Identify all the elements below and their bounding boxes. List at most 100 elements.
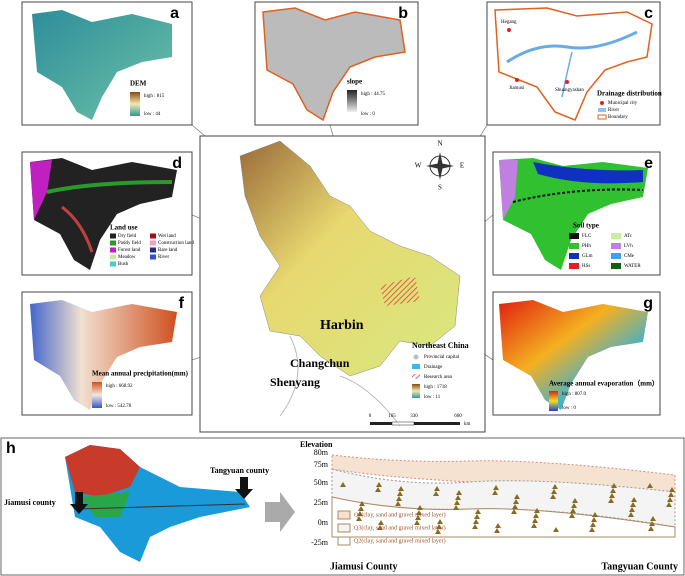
compass: N — [437, 140, 442, 148]
landuse-map — [30, 158, 177, 270]
scale-label: 165 — [388, 414, 396, 419]
panel-b: b slope high : 44.75 low : 0 — [254, 1, 419, 126]
city-label: Jiamusi — [509, 86, 525, 91]
legend-title: Drainage distribution — [597, 90, 662, 98]
panel-a: a DEM high : 815 low : 44 — [21, 1, 193, 126]
compass: E — [460, 162, 464, 170]
scale-label: 0 — [369, 414, 372, 419]
legend-label: River — [608, 108, 619, 113]
legend-label: Boundary — [608, 115, 628, 120]
panel-c: Hegang Jiamusi Shuangyashan c Drainage d… — [486, 1, 662, 126]
panel-letter: h — [6, 440, 16, 457]
legend-label: Bush — [118, 262, 129, 267]
city-label: Shenyang — [270, 375, 320, 389]
river — [561, 51, 573, 98]
legend-high: high : 44.75 — [361, 92, 386, 97]
tick-label: 0m — [318, 518, 329, 527]
panel-g: g Average annual evaporation（mm） high : … — [492, 291, 661, 416]
legend-swatch — [150, 247, 156, 253]
legend-low: low : 542.78 — [106, 404, 132, 409]
evap-map — [499, 300, 648, 410]
legend-high: high : 668.92 — [106, 384, 133, 389]
legend-title: Soil type — [573, 222, 599, 230]
panel-e: e Soil type FLC ATc PHh LVh GLm CMe HSs WATER — [492, 151, 661, 276]
legend-label: PHh — [582, 244, 591, 249]
legend-label: Q3(clay, sand and gravel mixed layer) — [354, 524, 446, 531]
city-label: Changchun — [290, 356, 350, 370]
panel-h: h Jiamusi county Tangyuan county Elevati… — [0, 437, 685, 576]
tick-label: 75m — [314, 460, 329, 469]
legend-swatch — [110, 240, 116, 246]
elevation-axis: 80m 75m 50m 25m 0m -25m — [311, 448, 329, 547]
legend-label: Q4(clay, sand and gravel mixed layer) — [354, 511, 446, 518]
legend-title: Average annual evaporation（mm） — [549, 380, 659, 388]
legend-swatch — [110, 261, 116, 267]
legend-label: Provincial capital — [424, 355, 460, 360]
legend-label: high : 1718 — [424, 385, 447, 390]
city-label: Shuangyashan — [555, 88, 584, 93]
legend-label: Drainage — [424, 365, 443, 370]
location-label: Tangyuan county — [210, 466, 269, 475]
legend-low: low : 0 — [562, 406, 576, 411]
tick-label: 80m — [314, 448, 329, 457]
legend-label: Wet land — [158, 234, 176, 239]
legend-swatch — [110, 247, 116, 253]
legend-label: Construction land — [158, 241, 194, 246]
legend-label: Research area — [424, 375, 453, 380]
legend-swatch — [337, 523, 351, 533]
legend-label: ATc — [624, 234, 633, 239]
panel-letter: a — [170, 5, 179, 22]
scale-label: 330 — [410, 414, 418, 419]
legend-swatch — [611, 253, 621, 259]
color-ramp — [347, 90, 357, 112]
legend: Dry field Paddy field Forest land Meadow Bus… — [110, 233, 194, 267]
city-label: Harbin — [320, 318, 364, 333]
color-ramp — [92, 382, 102, 408]
legend-label: Dry field — [118, 234, 137, 239]
legend-low: low : 44 — [144, 112, 161, 117]
scale-unit: km — [464, 422, 471, 427]
research-area — [380, 276, 420, 306]
soil-map — [499, 158, 648, 270]
legend-swatch — [611, 233, 621, 239]
legend-label: Q2(clay, sand and gravel mixed layer) — [354, 537, 446, 544]
legend: FLC ATc PHh LVh GLm CMe HSs WATER — [569, 233, 641, 269]
legend-swatch — [569, 233, 579, 239]
legend-title: slope — [347, 78, 362, 86]
legend-label: FLC — [582, 234, 592, 239]
legend-swatch — [150, 254, 156, 260]
layer-legend: Q4(clay, sand and gravel mixed layer) Q3(… — [337, 510, 446, 546]
legend-swatch — [110, 254, 116, 260]
legend-label: HSs — [582, 264, 590, 269]
legend-swatch — [611, 243, 621, 249]
legend-swatch — [110, 233, 116, 239]
slope-map — [262, 7, 406, 122]
precip-map — [30, 300, 177, 410]
legend-title: Land use — [110, 224, 137, 232]
legend-swatch — [337, 510, 351, 520]
axis-title: Elevation — [300, 440, 333, 449]
map-legend-title: Northeast China — [412, 341, 469, 350]
legend-swatch — [569, 253, 579, 259]
boundary — [494, 7, 653, 121]
legend-label: Municipal city — [608, 101, 638, 106]
legend-swatch — [611, 263, 621, 269]
tick-label: -25m — [311, 538, 329, 547]
legend-label: Forest land — [118, 248, 141, 253]
legend-swatch — [569, 263, 579, 269]
legend-swatch — [569, 243, 579, 249]
city-label: Hegang — [501, 20, 517, 25]
legend-label: WATER — [624, 264, 641, 269]
legend-high: high : 807.0 — [562, 392, 587, 397]
panel-letter: e — [644, 155, 653, 172]
tick-label: 25m — [314, 498, 329, 507]
legend-title: Mean annual precipitation(mm) — [92, 370, 189, 378]
axis-end-label: Tangyuan County — [601, 561, 678, 572]
dem-map — [32, 10, 172, 120]
panel-letter: c — [644, 5, 653, 22]
legend-label: Bare land — [158, 248, 178, 253]
scale-label: 660 — [454, 414, 462, 419]
panel-letter: f — [179, 295, 185, 312]
tick-label: 50m — [314, 478, 329, 487]
compass: W — [415, 162, 422, 170]
